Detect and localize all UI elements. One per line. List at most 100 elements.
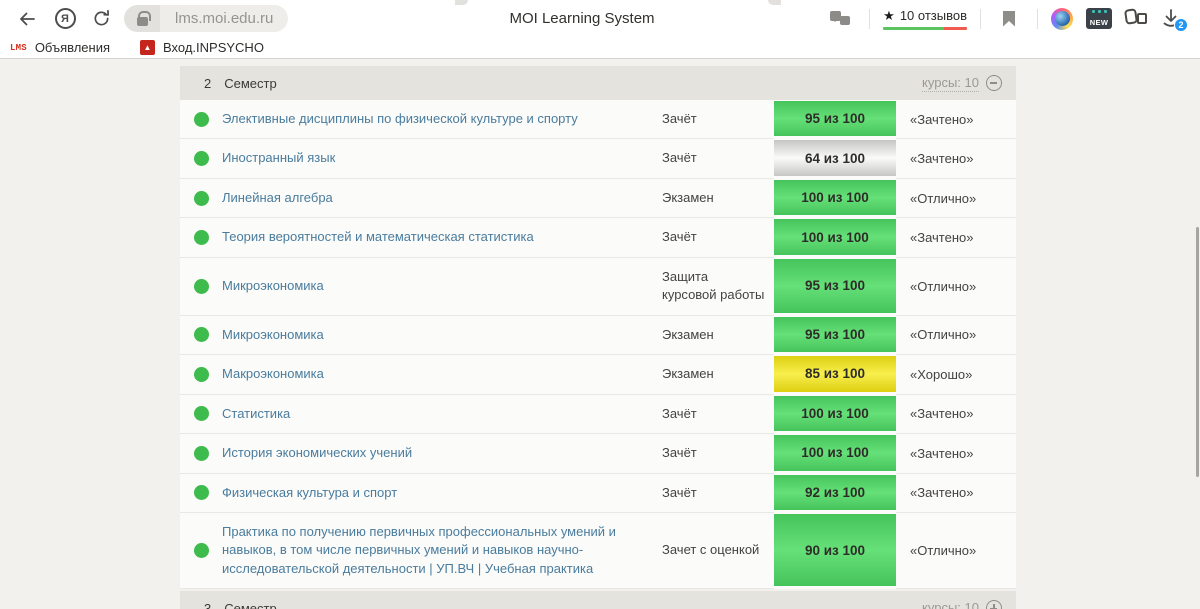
score-badge: 100 из 100 — [774, 435, 896, 470]
bookmark-item-lms[interactable]: LMS Объявления — [10, 40, 110, 55]
bookmark-item-inpsycho[interactable]: ▲ Вход.INPSYCHO — [140, 40, 264, 55]
course-row: МакроэкономикаЭкзамен85 из 100«Хорошо» — [180, 355, 1016, 394]
course-name-cell: Практика по получению первичных професси… — [222, 513, 662, 589]
grade-text: «Зачтено» — [896, 100, 1016, 139]
course-name-cell: Линейная алгебра — [222, 179, 662, 218]
assessment-type: Зачёт — [662, 218, 774, 257]
status-cell — [180, 434, 222, 473]
status-cell — [180, 395, 222, 434]
grade-text: «Зачтено» — [896, 218, 1016, 257]
course-name-cell: Физическая культура и спорт — [222, 474, 662, 513]
refresh-icon — [92, 9, 111, 28]
assessment-type: Экзамен — [662, 316, 774, 355]
score-badge-cell: 95 из 100 — [774, 316, 896, 355]
score-badge: 100 из 100 — [774, 396, 896, 431]
score-badge-cell: 90 из 100 — [774, 513, 896, 589]
semester-3-header: 3 Семестр курсы: 10 — [180, 591, 1016, 609]
collapse-icon[interactable] — [986, 75, 1002, 91]
url-text[interactable]: lms.moi.edu.ru — [160, 5, 288, 32]
star-icon: ★ — [883, 8, 895, 24]
course-link[interactable]: Практика по получению первичных професси… — [222, 523, 640, 578]
refresh-button[interactable] — [86, 4, 116, 34]
grade-text: «Отлично» — [896, 316, 1016, 355]
reviews-count-label: 10 отзывов — [900, 8, 967, 23]
scrollbar-thumb[interactable] — [1196, 227, 1199, 477]
semester-title: Семестр — [224, 76, 276, 91]
course-link[interactable]: Элективные дисциплины по физической куль… — [222, 110, 578, 128]
bookmark-label: Объявления — [35, 40, 110, 55]
new-badge-label: NEW — [1090, 18, 1108, 27]
yandex-home-button[interactable]: Я — [50, 4, 80, 34]
bookmark-flag-icon — [1003, 11, 1015, 27]
site-reviews-button[interactable]: ★ 10 отзывов — [883, 8, 967, 30]
grades-table: 2 Семестр курсы: 10 Элективные дисциплин… — [180, 66, 1016, 609]
course-link[interactable]: Микроэкономика — [222, 326, 324, 344]
protect-panel-button[interactable] — [826, 4, 856, 34]
courses-count-label[interactable]: курсы: 10 — [922, 600, 979, 609]
score-badge-cell: 95 из 100 — [774, 100, 896, 139]
semester-number: 2 — [204, 76, 211, 91]
score-badge: 90 из 100 — [774, 514, 896, 586]
address-bar[interactable]: lms.moi.edu.ru — [124, 5, 288, 32]
score-badge-cell: 85 из 100 — [774, 355, 896, 394]
course-status-icon — [194, 446, 209, 461]
course-name-cell: История экономических учений — [222, 434, 662, 473]
downloads-button[interactable]: 2 — [1160, 7, 1186, 31]
toolbar-divider — [1037, 9, 1038, 29]
assessment-type: Зачёт — [662, 395, 774, 434]
course-row: Линейная алгебраЭкзамен100 из 100«Отличн… — [180, 179, 1016, 218]
course-row: Практика по получению первичных професси… — [180, 513, 1016, 589]
course-status-icon — [194, 230, 209, 245]
expand-icon[interactable] — [986, 600, 1002, 609]
assessment-type: Зачёт — [662, 434, 774, 473]
course-status-icon — [194, 543, 209, 558]
course-link[interactable]: Теория вероятностей и математическая ста… — [222, 228, 534, 246]
status-cell — [180, 316, 222, 355]
grade-text: «Отлично» — [896, 258, 1016, 316]
course-name-cell: Микроэкономика — [222, 258, 662, 316]
course-row: Иностранный языкЗачёт64 из 100«Зачтено» — [180, 139, 1016, 178]
semester-2-toggle[interactable]: курсы: 10 — [922, 75, 1002, 92]
course-link[interactable]: Микроэкономика — [222, 277, 324, 295]
course-link[interactable]: История экономических учений — [222, 444, 412, 462]
downloads-count-badge: 2 — [1174, 18, 1188, 32]
bookmark-label: Вход.INPSYCHO — [163, 40, 264, 55]
course-status-icon — [194, 151, 209, 166]
score-badge: 100 из 100 — [774, 180, 896, 215]
inpsycho-favicon: ▲ — [140, 40, 155, 55]
status-cell — [180, 355, 222, 394]
bookmark-page-button[interactable] — [994, 4, 1024, 34]
course-status-icon — [194, 327, 209, 342]
course-link[interactable]: Линейная алгебра — [222, 189, 333, 207]
course-name-cell: Элективные дисциплины по физической куль… — [222, 100, 662, 139]
course-name-cell: Теория вероятностей и математическая ста… — [222, 218, 662, 257]
course-link[interactable]: Макроэкономика — [222, 365, 324, 383]
course-status-icon — [194, 485, 209, 500]
assessment-type: Зачет с оценкой — [662, 513, 774, 589]
semester-3-toggle[interactable]: курсы: 10 — [922, 600, 1002, 609]
score-badge-cell: 100 из 100 — [774, 434, 896, 473]
course-link[interactable]: Иностранный язык — [222, 149, 335, 167]
extension-new-icon[interactable]: NEW — [1086, 8, 1112, 29]
chat-bubbles-icon — [830, 10, 852, 28]
course-link[interactable]: Физическая культура и спорт — [222, 484, 397, 502]
site-security-chip[interactable] — [124, 5, 160, 32]
course-rows: Элективные дисциплины по физической куль… — [180, 100, 1016, 589]
grade-text: «Хорошо» — [896, 355, 1016, 394]
course-row: Теория вероятностей и математическая ста… — [180, 218, 1016, 257]
grade-text: «Отлично» — [896, 513, 1016, 589]
reviews-rating-bar — [883, 27, 967, 30]
course-row: Элективные дисциплины по физической куль… — [180, 100, 1016, 139]
course-status-icon — [194, 279, 209, 294]
toolbar-divider — [980, 9, 981, 29]
toolbar-divider — [869, 9, 870, 29]
courses-count-label[interactable]: курсы: 10 — [922, 75, 979, 92]
score-badge: 85 из 100 — [774, 356, 896, 391]
course-link[interactable]: Статистика — [222, 405, 290, 423]
score-badge-cell: 95 из 100 — [774, 258, 896, 316]
collections-icon[interactable] — [1125, 9, 1147, 28]
score-badge-cell: 92 из 100 — [774, 474, 896, 513]
grade-text: «Зачтено» — [896, 434, 1016, 473]
back-button[interactable] — [12, 4, 42, 34]
extension-browser-icon[interactable] — [1051, 8, 1073, 30]
